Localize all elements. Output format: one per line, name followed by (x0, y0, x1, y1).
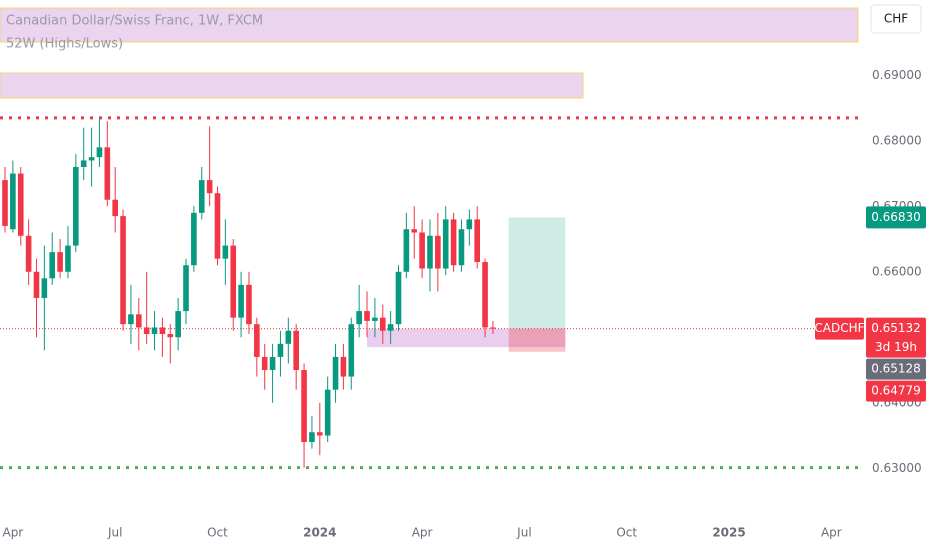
candle-body (379, 317, 386, 331)
candle-body (175, 311, 181, 338)
candle-body (41, 278, 48, 298)
candle-body (151, 327, 158, 335)
candle-body (277, 343, 284, 357)
candle-body (2, 180, 8, 226)
position-stop (508, 328, 566, 352)
target-label-box (866, 206, 926, 229)
stop-box (866, 380, 926, 402)
candle-body (411, 229, 418, 233)
chart-title: Canadian Dollar/Swiss Franc, 1W, FXCM (6, 14, 263, 29)
candle-body (198, 180, 205, 213)
x-tick-label: Jul (107, 526, 122, 540)
indicator-name: 52W (Highs/Lows) (6, 37, 123, 52)
countdown-label: 3d 19h (875, 340, 917, 354)
drawing-band (0, 7, 859, 43)
candle-body (230, 245, 237, 318)
bid-box (866, 358, 926, 380)
candle-body (183, 265, 189, 312)
candle-body (238, 284, 244, 318)
candle-body (104, 147, 111, 200)
candle-body (57, 252, 63, 272)
y-tick-label: 0.63000 (872, 461, 922, 475)
position-target (508, 217, 566, 329)
candle-body (269, 356, 276, 371)
x-tick-label: Apr (412, 526, 433, 540)
candle-body (293, 330, 299, 371)
candle-body (474, 219, 480, 262)
candle-body (33, 271, 40, 298)
candle-body (167, 334, 174, 338)
candle-body (458, 229, 465, 266)
candle-body (356, 311, 362, 325)
symbol-box (815, 317, 864, 340)
y-tick-label: 0.66000 (872, 264, 922, 278)
candle-body (88, 157, 95, 161)
candle-body (466, 219, 473, 230)
candle-body (143, 327, 150, 335)
last-price-label: 0.65132 (871, 321, 921, 335)
y-tick-label: 0.69000 (872, 68, 922, 82)
candle-body (419, 232, 425, 269)
candle-body (442, 219, 449, 269)
candle-body (364, 311, 370, 321)
candle-body (261, 356, 268, 371)
candle-body (450, 219, 457, 266)
candle-body (128, 314, 134, 325)
x-tick-label: Oct (616, 526, 637, 540)
candle-body (73, 167, 79, 246)
candle-body (65, 245, 71, 272)
candle-body (135, 314, 142, 328)
bid-label: 0.65128 (871, 362, 921, 376)
x-tick-label: 2025 (712, 526, 745, 540)
symbol-label: CADCHF (814, 321, 864, 335)
candle-body (120, 216, 126, 325)
candle-body (159, 327, 166, 335)
candle-body (332, 356, 339, 390)
x-tick-label: Jul (516, 526, 531, 540)
drawing-band (0, 72, 584, 99)
last-price-box (866, 317, 926, 358)
y-tick-label: 0.68000 (872, 133, 922, 147)
candle-body (222, 245, 229, 259)
candle-body (214, 193, 221, 259)
x-tick-label: Apr (2, 526, 23, 540)
candle-body (17, 173, 24, 236)
candle-body (254, 324, 260, 357)
candle-body (191, 212, 197, 266)
candle-body (490, 327, 496, 329)
x-tick-label: 2024 (303, 526, 336, 540)
candle-body (80, 160, 87, 168)
candle-body (387, 324, 394, 331)
stop-label: 0.64779 (871, 384, 921, 398)
candle-body (435, 235, 441, 269)
candle-body (340, 356, 347, 377)
candle-body (317, 432, 323, 436)
candle-body (10, 173, 16, 230)
candle-body (49, 252, 56, 279)
target-label: 0.66830 (871, 210, 921, 224)
currency[interactable]: CHF (884, 12, 908, 26)
candle-body (96, 147, 103, 158)
candle-body (301, 370, 307, 443)
candle-body (403, 229, 410, 272)
candle-body (25, 235, 32, 272)
currency-button[interactable] (870, 4, 922, 34)
candle-body (395, 271, 402, 325)
candle-body (427, 235, 433, 269)
candle-body (206, 180, 213, 194)
candle-body (482, 261, 488, 328)
candle-body (324, 389, 331, 436)
candle-body (112, 199, 118, 217)
candle-body (348, 324, 355, 377)
candle-body (372, 317, 378, 321)
zone (367, 328, 566, 348)
x-tick-label: Apr (821, 526, 842, 540)
candle-body (309, 432, 315, 443)
candle-body (285, 330, 292, 344)
x-tick-label: Oct (207, 526, 228, 540)
candle-body (246, 284, 252, 325)
